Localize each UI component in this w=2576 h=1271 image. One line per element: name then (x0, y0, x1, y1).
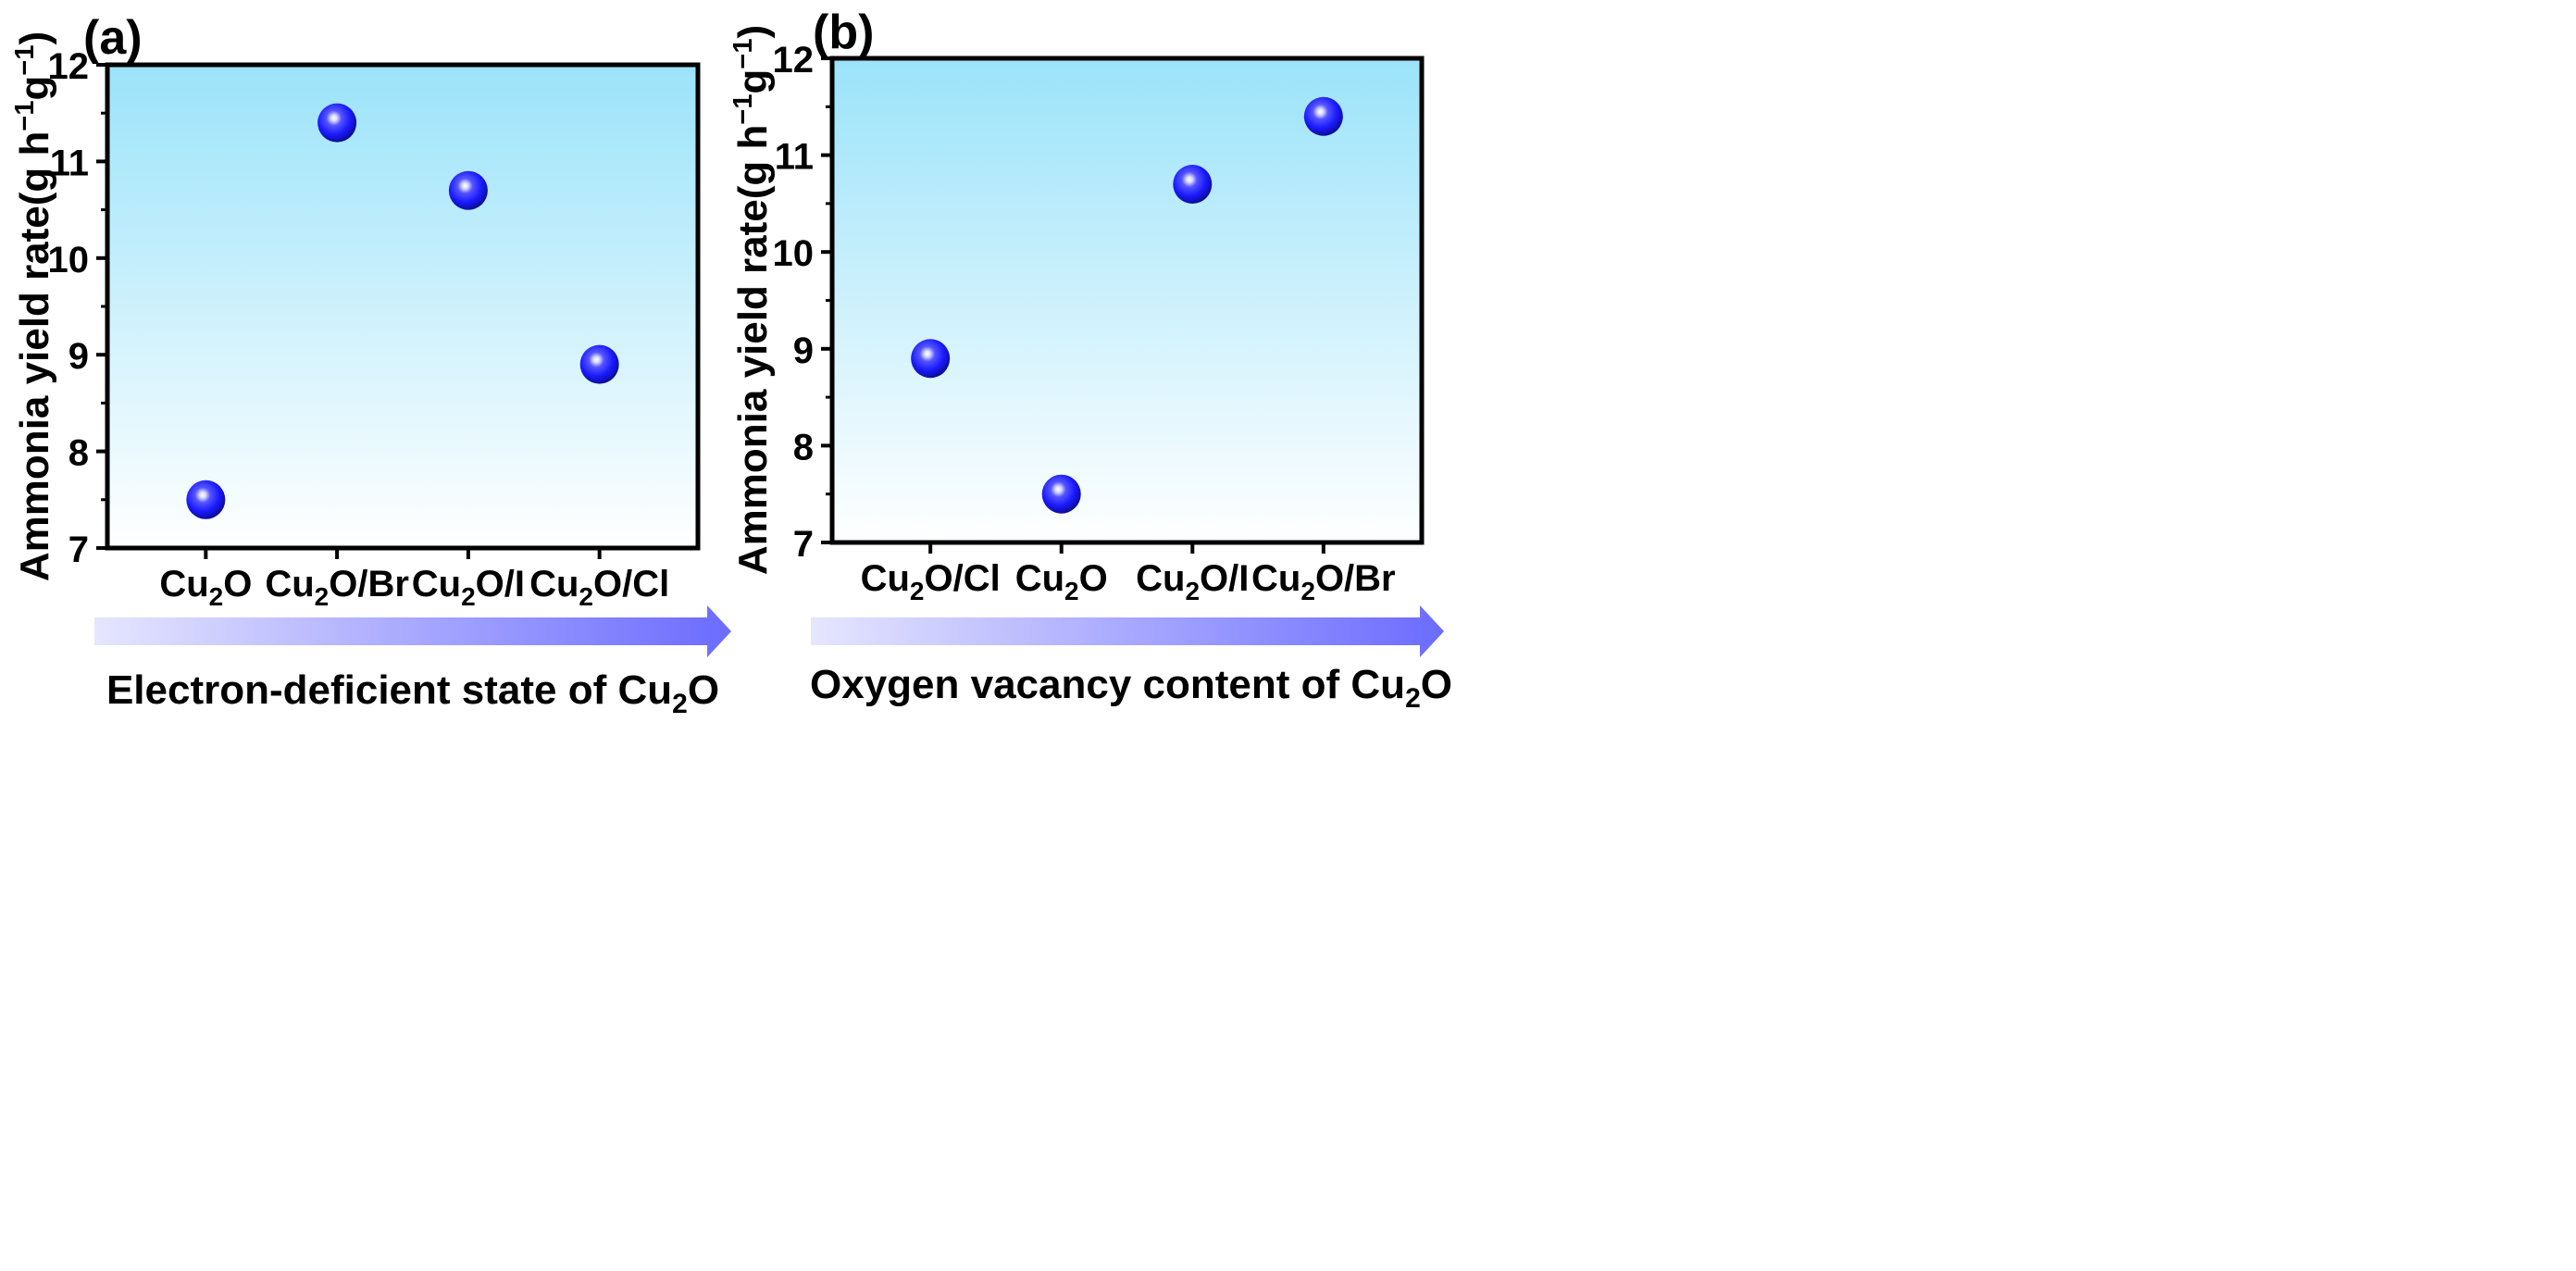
y-tick-label: 11 (775, 137, 814, 178)
data-point (317, 103, 357, 143)
y-axis-label-a: Ammonia yield rate(g h−1g−1) (10, 31, 57, 581)
x-tick-label: Cu2O/I (1136, 558, 1249, 605)
y-tick-label: 10 (48, 240, 90, 280)
y-tick-label: 11 (50, 143, 89, 183)
data-point (579, 344, 619, 384)
points-b (911, 96, 1343, 514)
y-tick-label: 8 (68, 433, 89, 474)
panel-a: (a) Ammonia yield rate(g h−1g−1) 7 8 9 10 11… (10, 11, 731, 719)
trend-arrow-a: Electron-deficient state of Cu2O (94, 605, 731, 719)
plot-area-a (105, 62, 701, 551)
x-tick-label: Cu2O/I (412, 564, 525, 611)
y-tick-label: 12 (48, 46, 90, 87)
y-axis-label-b: Ammonia yield rate(g h−1g−1) (728, 25, 776, 575)
data-point (186, 480, 226, 519)
y-tick-label: 7 (68, 530, 89, 570)
data-point (1173, 164, 1213, 204)
y-tick-label: 8 (793, 427, 814, 467)
x-axis-b: Cu2O/Cl Cu2O Cu2O/I Cu2O/Br (861, 542, 1396, 605)
trend-arrow-b: Oxygen vacancy content of Cu2O (810, 605, 1452, 714)
data-point (448, 170, 488, 210)
arrow-shape-b (811, 605, 1444, 657)
x-tick-label: Cu2O/Cl (861, 558, 1001, 605)
arrow-shape-a (94, 605, 731, 657)
y-tick-label: 12 (773, 40, 815, 81)
y-axis-b: Ammonia yield rate(g h−1g−1) 7 8 9 10 11 12 (728, 25, 832, 575)
y-tick-label: 9 (793, 330, 814, 371)
data-point (911, 339, 951, 379)
x-tick-label: Cu2O/Br (265, 564, 409, 611)
y-tick-label: 10 (773, 233, 815, 274)
panel-label-a: (a) (83, 11, 143, 65)
plot-area-b (829, 56, 1425, 545)
y-axis-a: Ammonia yield rate(g h−1g−1) 7 8 9 10 11 12 (10, 31, 107, 581)
panel-label-b: (b) (813, 6, 874, 59)
arrow-label-b: Oxygen vacancy content of Cu2O (810, 662, 1452, 714)
data-point (1303, 96, 1343, 136)
x-axis-a: Cu2O Cu2O/Br Cu2O/I Cu2O/Cl (159, 548, 669, 611)
x-tick-label: Cu2O/Cl (529, 564, 669, 611)
arrow-label-a: Electron-deficient state of Cu2O (106, 667, 719, 719)
data-point (1041, 474, 1081, 514)
y-tick-label: 7 (793, 524, 814, 565)
x-tick-label: Cu2O/Br (1251, 558, 1396, 605)
x-tick-label: Cu2O (159, 564, 252, 611)
panel-b: (b) Ammonia yield rate(g h−1g−1) 7 8 9 10 11… (728, 6, 1452, 714)
x-tick-label: Cu2O (1015, 558, 1108, 605)
y-tick-label: 9 (68, 336, 89, 377)
points-a (186, 103, 619, 519)
